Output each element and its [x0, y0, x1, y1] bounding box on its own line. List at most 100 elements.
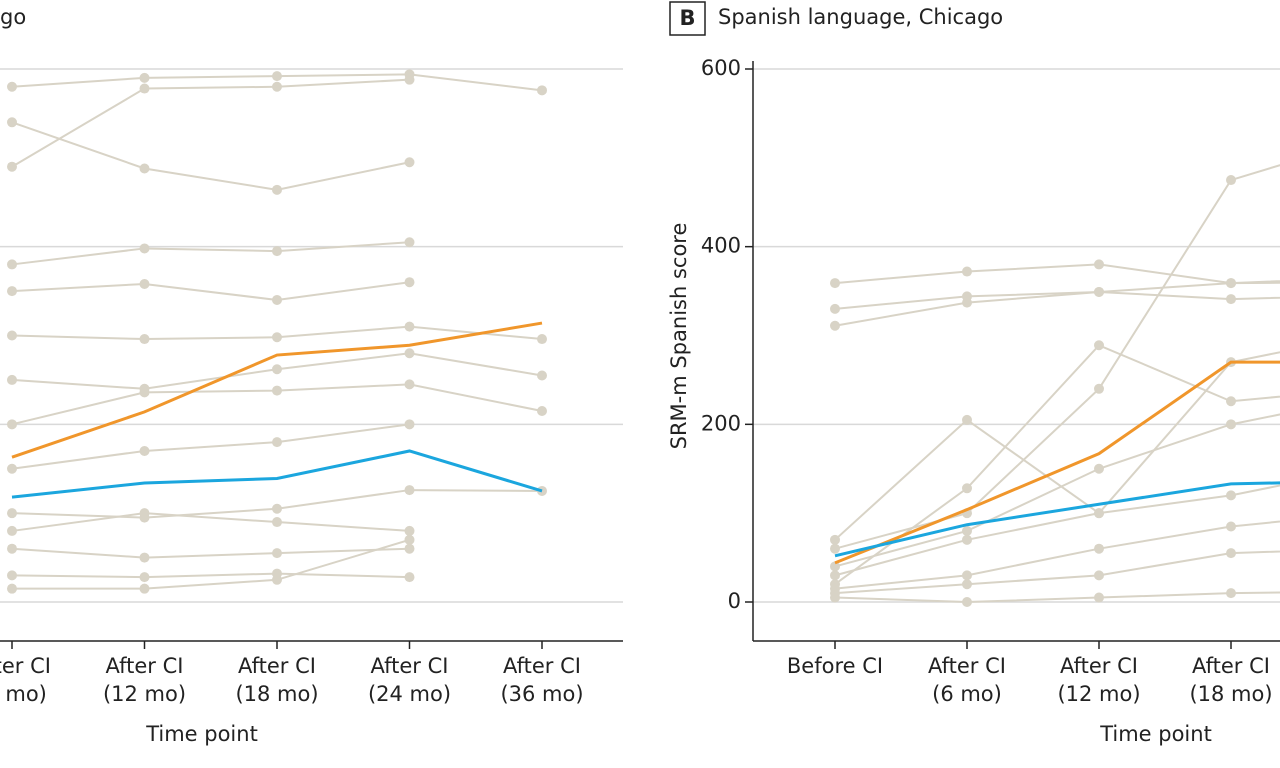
- subject-line: [834, 263, 1280, 285]
- subject-point: [272, 332, 282, 343]
- subject-point: [1226, 396, 1236, 407]
- subject-point: [1226, 175, 1236, 186]
- subject-point: [830, 534, 840, 545]
- subject-point: [272, 437, 282, 448]
- subject-line: [11, 423, 410, 470]
- subject-line: [11, 547, 410, 559]
- subject-point: [404, 157, 415, 168]
- mean-line: [834, 360, 1280, 565]
- subject-point: [1094, 383, 1104, 394]
- subject-point: [1094, 592, 1104, 603]
- x-tick-label: Before CI: [787, 654, 883, 678]
- x-tick-label: (18 mo): [1189, 682, 1272, 706]
- subject-point: [537, 406, 547, 417]
- subject-point: [404, 543, 415, 554]
- subject-point: [1094, 570, 1104, 581]
- subject-point: [962, 525, 972, 536]
- subject-point: [830, 303, 840, 314]
- subject-line: [12, 538, 410, 590]
- subject-point: [537, 370, 547, 381]
- x-tick-label: (6 mo): [0, 682, 47, 706]
- subject-line: [11, 572, 410, 579]
- x-tick-label: After CI: [0, 654, 51, 678]
- subject-point: [1094, 543, 1104, 554]
- mean-line: [834, 481, 1280, 558]
- subject-point: [1226, 490, 1236, 501]
- subject-point: [962, 597, 972, 607]
- subject-point: [1094, 340, 1104, 351]
- y-axis-label: SRM-m Spanish score: [667, 223, 691, 450]
- subject-line: [11, 281, 410, 301]
- subject-point: [272, 294, 282, 305]
- subject-point: [7, 286, 17, 297]
- subject-point: [272, 246, 282, 257]
- subject-point: [272, 574, 282, 585]
- subject-point: [7, 508, 17, 519]
- subject-point: [404, 277, 415, 288]
- subject-point: [404, 419, 415, 430]
- subject-point: [7, 81, 17, 92]
- x-tick-label: After CI: [503, 654, 581, 678]
- subject-point: [830, 570, 840, 581]
- subject-point: [830, 561, 840, 572]
- x-tick-label: After CI: [106, 654, 184, 678]
- mean-line: [11, 321, 543, 459]
- subject-point: [139, 508, 150, 519]
- subject-point: [272, 184, 282, 195]
- subject-point: [404, 572, 415, 583]
- x-tick-label: After CI: [238, 654, 316, 678]
- subject-point: [1094, 463, 1104, 474]
- subject-point: [139, 387, 150, 398]
- y-tick-label: 0: [728, 589, 741, 613]
- subject-point: [7, 419, 17, 430]
- subject-point: [139, 583, 150, 594]
- subject-point: [7, 543, 17, 554]
- x-tick-label: After CI: [1192, 654, 1270, 678]
- subject-point: [272, 548, 282, 559]
- subject-point: [272, 503, 282, 514]
- subject-point: [7, 374, 17, 385]
- subject-point: [7, 583, 17, 594]
- subject-point: [139, 83, 150, 94]
- subject-point: [1226, 548, 1236, 559]
- subject-point: [962, 266, 972, 277]
- subject-point: [404, 379, 415, 390]
- subject-point: [404, 321, 415, 332]
- subject-line: [834, 591, 1280, 604]
- subject-point: [7, 259, 17, 270]
- subject-point: [537, 334, 547, 345]
- subject-line: [11, 121, 410, 191]
- subject-point: [962, 570, 972, 581]
- subject-point: [139, 243, 150, 254]
- subject-point: [962, 414, 972, 425]
- subject-point: [139, 278, 150, 289]
- subject-line: [834, 550, 1280, 595]
- subject-point: [404, 534, 415, 545]
- subject-point: [537, 85, 547, 96]
- subject-point: [1226, 588, 1236, 599]
- panel-label-box: [669, 1, 706, 36]
- subject-point: [404, 525, 415, 536]
- subject-line: [834, 351, 1280, 541]
- subject-point: [1226, 419, 1236, 430]
- subject-point: [139, 163, 150, 174]
- subject-point: [404, 237, 415, 248]
- y-tick-label: 600: [701, 56, 741, 80]
- subject-point: [272, 385, 282, 396]
- subject-point: [7, 117, 17, 128]
- panel-title: Spanish language, Chicago: [718, 5, 1003, 29]
- panel-label: B: [679, 6, 695, 30]
- subject-point: [272, 71, 282, 82]
- x-axis-label: Time point: [145, 722, 258, 746]
- subject-point: [7, 161, 17, 172]
- subject-point: [830, 320, 840, 331]
- x-tick-label: (36 mo): [500, 682, 583, 706]
- x-tick-label: After CI: [1060, 654, 1138, 678]
- subject-line: [11, 512, 410, 532]
- x-tick-label: After CI: [928, 654, 1006, 678]
- subject-point: [7, 463, 17, 474]
- subject-point: [7, 330, 17, 341]
- subject-point: [139, 72, 150, 83]
- subject-point: [139, 445, 150, 456]
